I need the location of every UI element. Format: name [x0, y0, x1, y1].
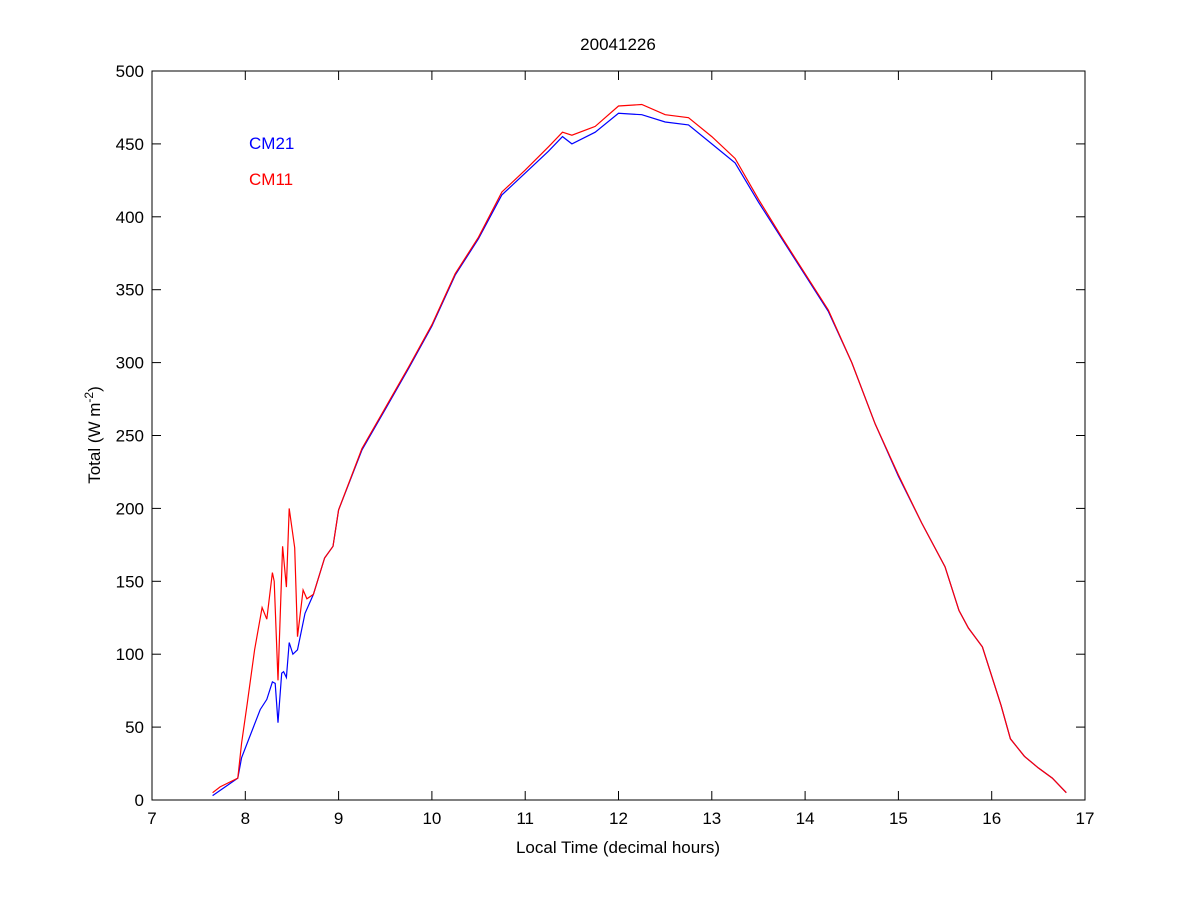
- y-tick-label: 50: [125, 718, 144, 737]
- x-tick-label: 14: [796, 809, 815, 828]
- x-tick-label: 8: [241, 809, 250, 828]
- x-tick-label: 13: [702, 809, 721, 828]
- plot-area: [151, 70, 1086, 801]
- y-tick-label: 0: [135, 791, 144, 810]
- legend-cm11: CM11: [249, 170, 293, 189]
- series-line-cm11: [212, 103, 1067, 794]
- y-axis-label-main: Total (W m: [85, 403, 104, 484]
- x-tick-label: 11: [516, 809, 534, 828]
- y-tick-label: 150: [116, 572, 144, 591]
- y-axis-label-suffix: ): [85, 386, 104, 392]
- y-tick-label: 200: [116, 499, 144, 518]
- y-tick-label: 450: [116, 135, 144, 154]
- y-tick-label: 500: [116, 62, 144, 81]
- x-tick-label: 15: [889, 809, 908, 828]
- y-tick-label: 300: [116, 354, 144, 373]
- x-tick-label: 10: [422, 809, 441, 828]
- y-axis-label-superscript: -2: [82, 392, 96, 403]
- x-tick-label: 7: [147, 809, 156, 828]
- x-tick-label: 17: [1076, 809, 1095, 828]
- x-tick-label: 16: [982, 809, 1001, 828]
- x-tick-label: 12: [609, 809, 628, 828]
- legend-cm21: CM21: [249, 134, 294, 153]
- y-tick-label: 250: [116, 427, 144, 446]
- y-tick-label: 350: [116, 281, 144, 300]
- chart-title: 20041226: [580, 35, 656, 54]
- y-tick-label: 100: [116, 645, 144, 664]
- x-tick-label: 9: [334, 809, 343, 828]
- y-axis-label: Total (W m-2): [82, 386, 104, 484]
- y-tick-label: 400: [116, 208, 144, 227]
- x-axis-label: Local Time (decimal hours): [516, 838, 720, 857]
